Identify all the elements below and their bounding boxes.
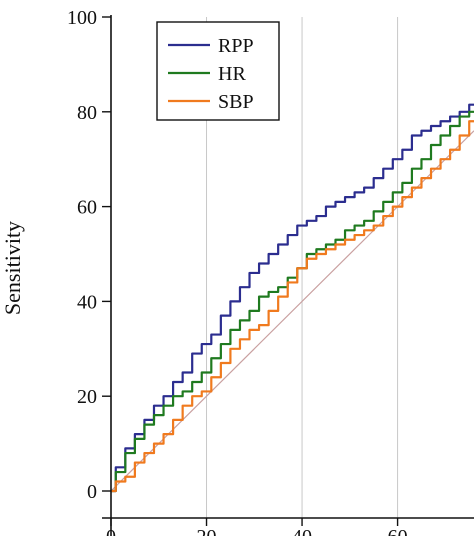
legend-label-sbp: SBP [218, 91, 254, 113]
x-ticks: 0 20 40 60 [106, 518, 408, 536]
y-tick-label-60: 60 [77, 197, 97, 219]
series-line-hr [111, 110, 474, 493]
x-tick-label-60: 60 [388, 526, 408, 536]
legend: RPP HR SBP [156, 21, 280, 121]
legend-label-rpp: RPP [218, 35, 254, 57]
y-ticks: 0 20 40 60 80 100 [67, 7, 111, 503]
y-tick-label-80: 80 [77, 102, 97, 124]
series-line-sbp [111, 120, 474, 493]
y-tick-label-0: 0 [87, 481, 97, 503]
y-tick-label-100: 100 [67, 7, 97, 29]
x-tick-label-0: 0 [106, 526, 116, 536]
y-tick-label-40: 40 [77, 291, 97, 313]
x-tick-label-40: 40 [292, 526, 312, 536]
series-lines [111, 103, 474, 493]
legend-label-hr: HR [218, 63, 246, 85]
legend-box [156, 21, 280, 121]
y-axis-label: Sensitivity [0, 221, 25, 315]
chance-line [110, 130, 474, 492]
y-tick-label-20: 20 [77, 386, 97, 408]
x-tick-label-20: 20 [197, 526, 217, 536]
reference-diagonal [110, 130, 474, 492]
